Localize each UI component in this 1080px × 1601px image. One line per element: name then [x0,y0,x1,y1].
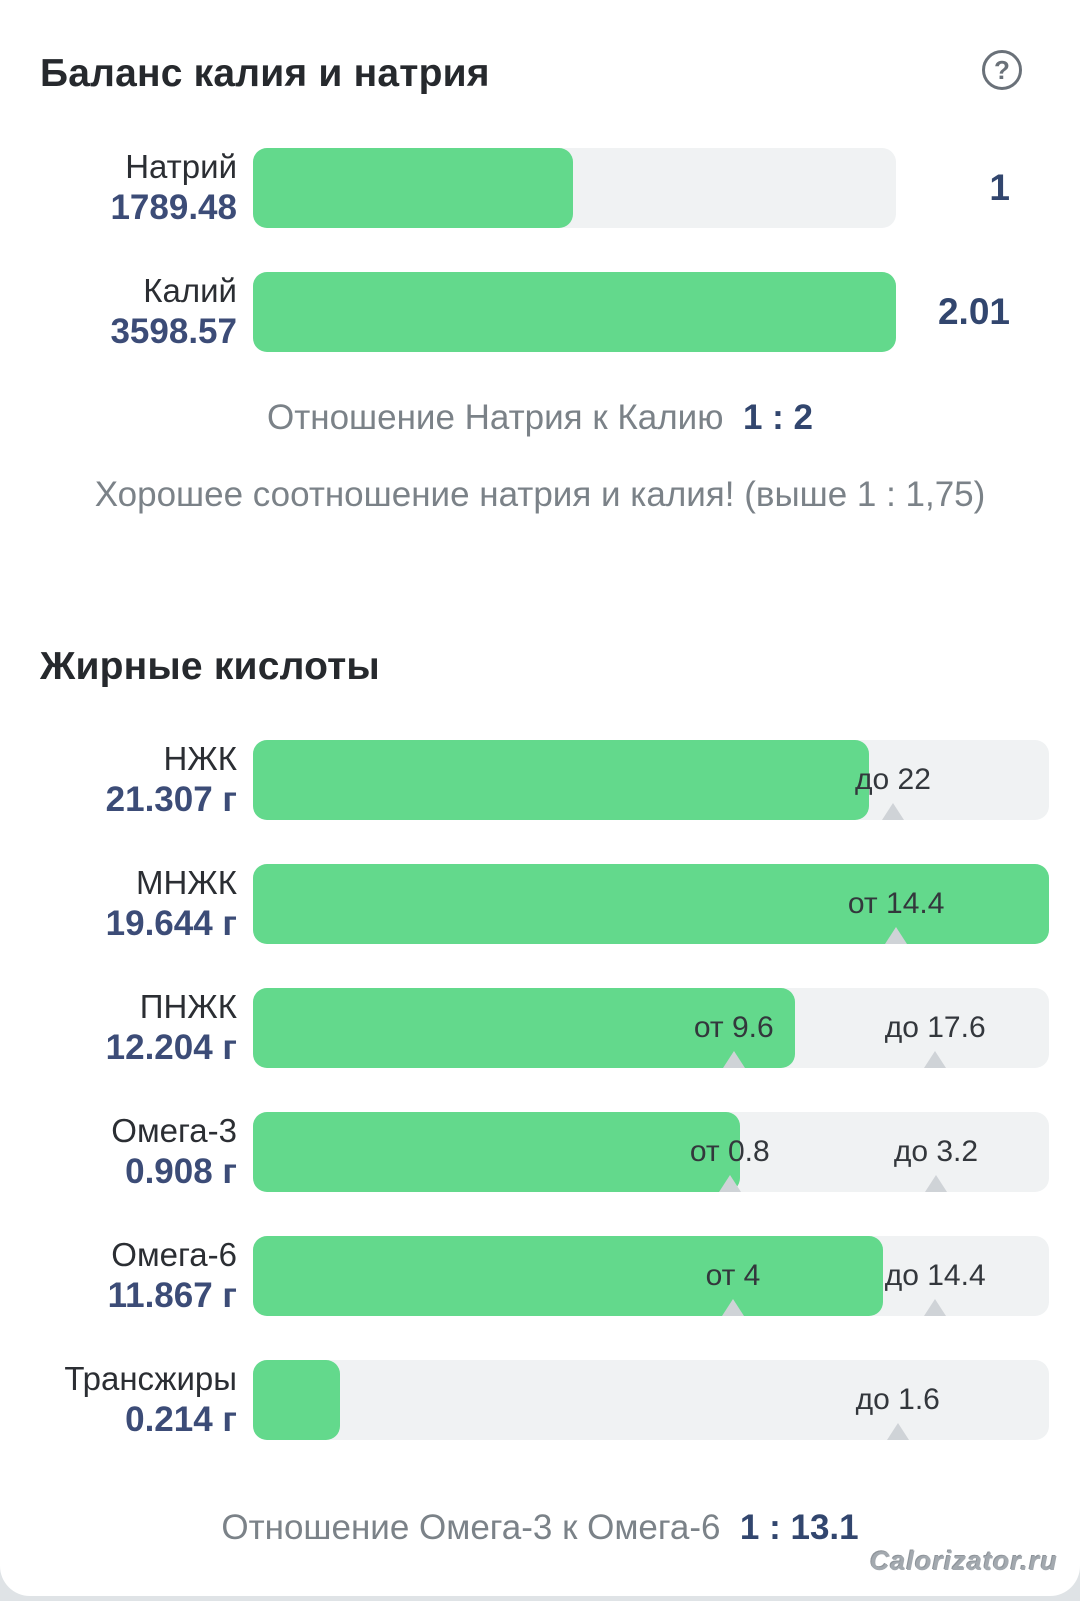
fatty-acid-row-omega3: Омега-3 0.908 г от 0.8 до 3.2 [0,1112,1080,1192]
nzhk-limit-label: до 22 [855,763,931,796]
omega-ratio-label: Отношение Омега-3 к Омега-6 [221,1508,721,1547]
potassium-row: Калий 3598.57 2.01 [0,272,1080,352]
omega6-value: 11.867 г [107,1276,237,1315]
omega3-min-marker-icon [718,1175,741,1192]
nzhk-label-block: НЖК 21.307 г [0,739,237,821]
mnzhk-bar-track: от 14.4 [253,864,1049,944]
mnzhk-label-block: МНЖК 19.644 г [0,863,237,945]
potassium-label-block: Калий 3598.57 [0,271,237,353]
transfats-bar-track: до 1.6 [253,1360,1049,1440]
omega6-bar-track: от 4 до 14.4 [253,1236,1049,1316]
help-icon[interactable]: ? [982,50,1022,90]
fatty-acid-row-mnzhk: МНЖК 19.644 г от 14.4 [0,864,1080,944]
sodium-label: Натрий [125,148,237,185]
transfats-bar-fill [253,1360,340,1440]
potassium-bar-track [253,272,896,352]
pnzhk-label: ПНЖК [139,988,237,1025]
calorizator-watermark: Calorizator.ru [869,1546,1058,1576]
pnzhk-max-label: до 17.6 [884,1011,986,1044]
sodium-bar-track [253,148,896,228]
omega6-label: Омега-6 [111,1236,237,1273]
mnzhk-label: МНЖК [135,864,237,901]
omega6-min-label: от 4 [705,1259,761,1292]
sodium-potassium-note: Хорошее соотношение натрия и калия! (выш… [94,475,986,514]
mnzhk-bar-fill [253,864,1049,944]
nzhk-limit-marker-icon [881,803,904,820]
fatty-acid-row-pnzhk: ПНЖК 12.204 г от 9.6 до 17.6 [0,988,1080,1068]
fatty-acid-row-nzhk: НЖК 21.307 г до 22 [0,740,1080,820]
mnzhk-limit-marker-icon [885,927,908,944]
pnzhk-bar-fill [253,988,796,1068]
potassium-value: 3598.57 [110,312,237,351]
mnzhk-value: 19.644 г [105,904,237,943]
pnzhk-bar-track: от 9.6 до 17.6 [253,988,1049,1068]
section-title-sodium-potassium-balance: Баланс калия и натрия [40,52,490,95]
omega6-max-marker-icon [924,1299,947,1316]
transfats-label-block: Трансжиры 0.214 г [0,1359,237,1441]
omega6-bar-fill [253,1236,883,1316]
pnzhk-label-block: ПНЖК 12.204 г [0,987,237,1069]
pnzhk-max-marker-icon [924,1051,947,1068]
nzhk-value: 21.307 г [105,780,237,819]
pnzhk-min-marker-icon [722,1051,745,1068]
omega3-bar-fill [253,1112,741,1192]
nzhk-bar-track: до 22 [253,740,1049,820]
omega3-min-label: от 0.8 [689,1135,770,1168]
sodium-bar-fill [253,148,574,228]
transfats-value: 0.214 г [125,1400,237,1439]
fatty-acid-row-omega6: Омега-6 11.867 г от 4 до 14.4 [0,1236,1080,1316]
sodium-ratio-number: 1 [989,167,1010,208]
omega3-label-block: Омега-3 0.908 г [0,1111,237,1193]
omega6-max-label: до 14.4 [884,1259,986,1292]
omega3-value: 0.908 г [125,1152,237,1191]
sodium-potassium-ratio-line: Отношение Натрия к Калию 1 : 2 [40,398,1040,438]
potassium-bar-fill [253,272,896,352]
omega6-min-marker-icon [721,1299,744,1316]
fatty-acid-row-transfats: Трансжиры 0.214 г до 1.6 [0,1360,1080,1440]
omega-ratio-line: Отношение Омега-3 к Омега-6 1 : 13.1 [40,1508,1040,1548]
nzhk-label: НЖК [163,740,237,777]
section-title-fatty-acids: Жирные кислоты [40,645,380,688]
transfats-label: Трансжиры [64,1360,237,1397]
omega3-label: Омега-3 [111,1112,237,1149]
potassium-ratio-number: 2.01 [937,291,1010,332]
sodium-potassium-ratio-value: 1 : 2 [742,398,813,437]
sodium-value: 1789.48 [110,188,237,227]
omega6-label-block: Омега-6 11.867 г [0,1235,237,1317]
pnzhk-min-label: от 9.6 [693,1011,774,1044]
sodium-row: Натрий 1789.48 1 [0,148,1080,228]
sodium-label-block: Натрий 1789.48 [0,147,237,229]
mnzhk-limit-label: от 14.4 [847,887,945,920]
sodium-potassium-ratio-label: Отношение Натрия к Калию [267,398,724,437]
pnzhk-value: 12.204 г [105,1028,237,1067]
omega3-max-marker-icon [924,1175,947,1192]
omega3-bar-track: от 0.8 до 3.2 [253,1112,1049,1192]
omega-ratio-value: 1 : 13.1 [739,1508,859,1547]
potassium-label: Калий [143,272,237,309]
nzhk-bar-fill [253,740,870,820]
transfats-limit-marker-icon [886,1423,909,1440]
omega3-max-label: до 3.2 [893,1135,979,1168]
transfats-limit-label: до 1.6 [855,1383,940,1416]
